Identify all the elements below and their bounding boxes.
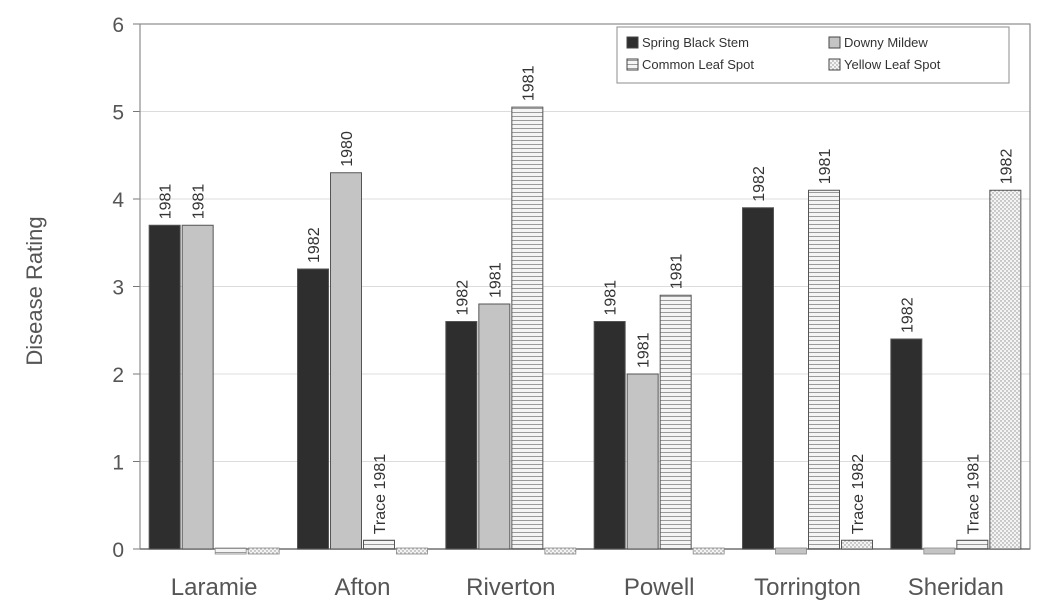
- bar-labels: 1981 1981 1982 1980 Trace 1981 1982 1981 1981 19…: [158, 65, 1016, 534]
- bar-spring-black-stem: [890, 338, 923, 550]
- x-category-label: Afton: [334, 574, 390, 601]
- legend: Spring Black Stem Downy Mildew Common Leaf…: [616, 26, 1010, 84]
- x-category-label: Riverton: [466, 574, 555, 601]
- y-tick-label: 5: [112, 102, 124, 125]
- y-tick-label: 0: [112, 539, 124, 562]
- bar-zero-stub: [214, 547, 247, 555]
- bar-spring-black-stem: [297, 268, 329, 550]
- bar-zero-stub: [396, 547, 428, 555]
- legend-swatch: [828, 58, 841, 71]
- bar-common-leaf-spot: [363, 539, 395, 550]
- bar-data-label: 1980: [339, 131, 356, 167]
- bar-zero-stub: [775, 547, 807, 555]
- x-category-label: Powell: [624, 574, 695, 601]
- bar-data-label: 1981: [669, 254, 686, 290]
- bar-data-label: 1982: [998, 149, 1015, 185]
- legend-swatch: [828, 36, 841, 49]
- y-tick-label: 2: [112, 364, 124, 387]
- bar-data-label: 1981: [158, 184, 175, 220]
- bar-common-leaf-spot: [808, 189, 840, 550]
- bar-yellow-leaf-spot: [989, 189, 1022, 550]
- bar-data-label: 1981: [191, 184, 208, 220]
- bar-spring-black-stem: [445, 321, 478, 550]
- bar-zero-stub: [544, 547, 577, 555]
- bar-zero-stub: [247, 547, 280, 555]
- bar-data-label: 1981: [603, 280, 620, 316]
- y-tick-label: 1: [112, 452, 124, 475]
- legend-swatch: [626, 36, 639, 49]
- bar-common-leaf-spot: [659, 294, 692, 550]
- bar-downy-mildew: [478, 303, 511, 550]
- bar-downy-mildew: [626, 373, 659, 550]
- bar-data-label: 1981: [636, 332, 653, 368]
- bar-common-leaf-spot: [511, 106, 544, 550]
- bar-downy-mildew: [181, 224, 214, 550]
- x-category-label: Torrington: [754, 574, 861, 601]
- x-category-label: Sheridan: [908, 574, 1004, 601]
- bars: [148, 106, 1022, 555]
- bar-data-label: 1981: [487, 262, 504, 298]
- y-tick-label: 3: [112, 277, 124, 300]
- bar-data-label: 1982: [454, 280, 471, 316]
- axes: 0 1 2 3 4 5 6 Laramie Afton Riverton Powell Torring…: [112, 14, 1031, 601]
- legend-entry-label: Downy Mildew: [844, 35, 928, 50]
- legend-box: [616, 26, 1010, 84]
- y-tick-label: 4: [112, 189, 124, 212]
- bar-data-label: Trace 1982: [850, 454, 867, 534]
- y-axis-label: Disease Rating: [22, 216, 47, 365]
- y-tick-label: 6: [112, 14, 124, 37]
- bar-data-label: 1981: [817, 149, 834, 185]
- bar-data-label: 1982: [899, 297, 916, 333]
- bar-downy-mildew: [330, 172, 362, 550]
- legend-entry-label: Spring Black Stem: [642, 35, 749, 50]
- bar-zero-stub: [692, 547, 725, 555]
- legend-swatch: [626, 58, 639, 71]
- bar-spring-black-stem: [593, 321, 626, 550]
- legend-entry-label: Yellow Leaf Spot: [844, 57, 941, 72]
- bar-data-label: Trace 1981: [965, 454, 982, 534]
- bar-data-label: 1981: [520, 65, 537, 101]
- bar-yellow-leaf-spot: [841, 539, 873, 550]
- bar-spring-black-stem: [148, 224, 181, 550]
- legend-entry-label: Common Leaf Spot: [642, 57, 754, 72]
- bar-data-label: 1982: [306, 227, 323, 263]
- bar-data-label: 1982: [751, 166, 768, 202]
- bar-common-leaf-spot: [956, 539, 989, 550]
- x-category-label: Laramie: [171, 574, 258, 601]
- bar-data-label: Trace 1981: [372, 454, 389, 534]
- bar-spring-black-stem: [742, 207, 774, 550]
- bar-zero-stub: [923, 547, 956, 555]
